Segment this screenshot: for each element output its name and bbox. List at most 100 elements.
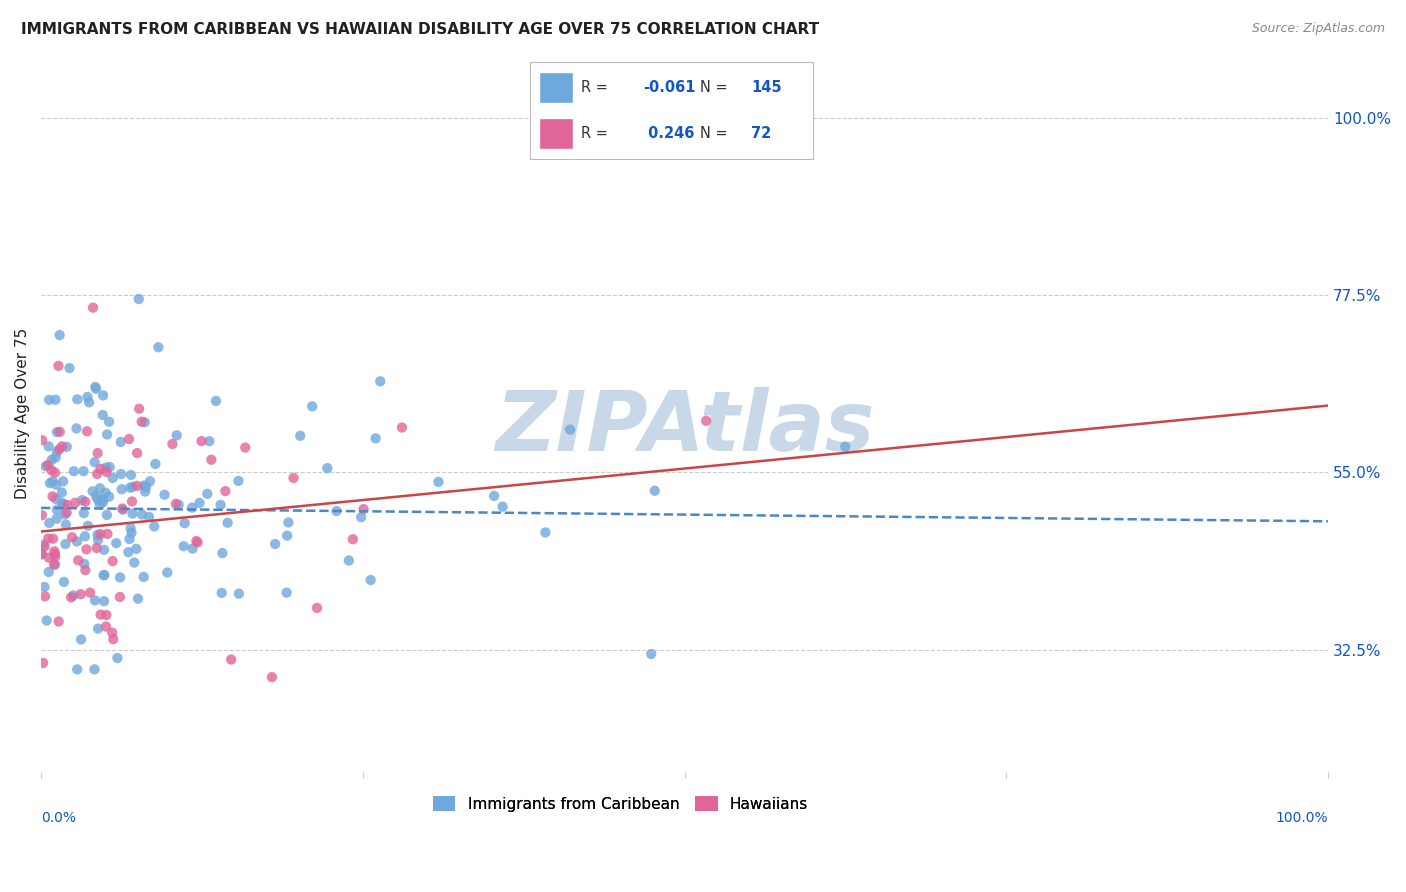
- Immigrants from Caribbean: [66, 662, 89, 676]
- Hawaiians: [44, 549, 66, 564]
- Immigrants from Caribbean: [110, 434, 132, 449]
- Hawaiians: [190, 434, 212, 449]
- Immigrants from Caribbean: [108, 570, 131, 584]
- Immigrants from Caribbean: [181, 541, 204, 556]
- Hawaiians: [86, 541, 108, 555]
- Hawaiians: [90, 607, 112, 622]
- Immigrants from Caribbean: [73, 506, 96, 520]
- Immigrants from Caribbean: [145, 457, 167, 471]
- Hawaiians: [121, 494, 143, 508]
- Immigrants from Caribbean: [834, 440, 856, 454]
- Hawaiians: [60, 591, 83, 605]
- Hawaiians: [260, 670, 283, 684]
- Immigrants from Caribbean: [290, 429, 312, 443]
- Immigrants from Caribbean: [135, 480, 157, 494]
- Immigrants from Caribbean: [132, 478, 155, 492]
- Immigrants from Caribbean: [89, 497, 111, 511]
- Hawaiians: [37, 532, 59, 546]
- Immigrants from Caribbean: [122, 556, 145, 570]
- Immigrants from Caribbean: [101, 471, 124, 485]
- Hawaiians: [96, 465, 118, 479]
- Immigrants from Caribbean: [55, 537, 77, 551]
- Hawaiians: [41, 463, 63, 477]
- Hawaiians: [131, 415, 153, 429]
- Hawaiians: [31, 434, 53, 448]
- Immigrants from Caribbean: [52, 475, 75, 489]
- Immigrants from Caribbean: [73, 529, 96, 543]
- Y-axis label: Disability Age Over 75: Disability Age Over 75: [15, 327, 30, 499]
- Immigrants from Caribbean: [139, 475, 162, 489]
- Immigrants from Caribbean: [558, 423, 581, 437]
- Immigrants from Caribbean: [276, 529, 298, 543]
- Immigrants from Caribbean: [91, 408, 114, 422]
- Hawaiians: [695, 414, 717, 428]
- Hawaiians: [42, 558, 65, 572]
- Hawaiians: [187, 535, 209, 549]
- Immigrants from Caribbean: [89, 481, 111, 495]
- Immigrants from Caribbean: [94, 485, 117, 500]
- Immigrants from Caribbean: [62, 589, 84, 603]
- Immigrants from Caribbean: [91, 492, 114, 507]
- Immigrants from Caribbean: [56, 440, 79, 454]
- Immigrants from Caribbean: [34, 459, 56, 474]
- Immigrants from Caribbean: [93, 542, 115, 557]
- Immigrants from Caribbean: [121, 525, 143, 540]
- Hawaiians: [42, 532, 65, 546]
- Immigrants from Caribbean: [94, 460, 117, 475]
- Hawaiians: [103, 632, 125, 647]
- Text: ZIPAtlas: ZIPAtlas: [495, 387, 875, 468]
- Immigrants from Caribbean: [301, 400, 323, 414]
- Hawaiians: [200, 452, 222, 467]
- Hawaiians: [89, 527, 111, 541]
- Hawaiians: [41, 490, 63, 504]
- Hawaiians: [76, 425, 98, 439]
- Hawaiians: [44, 544, 66, 558]
- Immigrants from Caribbean: [83, 662, 105, 676]
- Immigrants from Caribbean: [45, 477, 67, 491]
- Immigrants from Caribbean: [427, 475, 450, 489]
- Immigrants from Caribbean: [173, 539, 195, 553]
- Immigrants from Caribbean: [38, 439, 60, 453]
- Immigrants from Caribbean: [83, 455, 105, 469]
- Immigrants from Caribbean: [73, 557, 96, 571]
- Immigrants from Caribbean: [350, 510, 373, 524]
- Hawaiians: [94, 619, 117, 633]
- Immigrants from Caribbean: [132, 570, 155, 584]
- Hawaiians: [214, 484, 236, 499]
- Hawaiians: [101, 625, 124, 640]
- Immigrants from Caribbean: [34, 580, 56, 594]
- Immigrants from Caribbean: [337, 553, 360, 567]
- Hawaiians: [101, 554, 124, 568]
- Immigrants from Caribbean: [72, 464, 94, 478]
- Text: 0.0%: 0.0%: [41, 811, 76, 825]
- Immigrants from Caribbean: [134, 415, 156, 429]
- Immigrants from Caribbean: [98, 460, 121, 475]
- Hawaiians: [44, 466, 66, 480]
- Immigrants from Caribbean: [121, 480, 143, 494]
- Immigrants from Caribbean: [143, 519, 166, 533]
- Immigrants from Caribbean: [482, 489, 505, 503]
- Hawaiians: [67, 553, 90, 567]
- Immigrants from Caribbean: [65, 421, 87, 435]
- Hawaiians: [31, 548, 53, 562]
- Immigrants from Caribbean: [51, 496, 73, 510]
- Immigrants from Caribbean: [188, 496, 211, 510]
- Hawaiians: [44, 547, 66, 561]
- Hawaiians: [51, 439, 73, 453]
- Hawaiians: [219, 652, 242, 666]
- Hawaiians: [82, 301, 104, 315]
- Immigrants from Caribbean: [264, 537, 287, 551]
- Immigrants from Caribbean: [277, 516, 299, 530]
- Immigrants from Caribbean: [35, 614, 58, 628]
- Immigrants from Caribbean: [128, 292, 150, 306]
- Immigrants from Caribbean: [156, 566, 179, 580]
- Immigrants from Caribbean: [153, 488, 176, 502]
- Immigrants from Caribbean: [111, 502, 134, 516]
- Immigrants from Caribbean: [368, 374, 391, 388]
- Immigrants from Caribbean: [41, 452, 63, 467]
- Hawaiians: [49, 425, 72, 439]
- Immigrants from Caribbean: [77, 518, 100, 533]
- Immigrants from Caribbean: [276, 585, 298, 599]
- Immigrants from Caribbean: [48, 328, 70, 343]
- Immigrants from Caribbean: [105, 536, 128, 550]
